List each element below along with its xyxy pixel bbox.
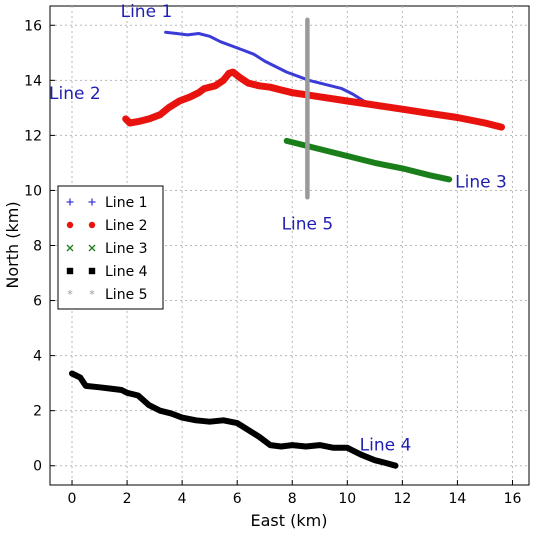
line-annotations: Line 1 Line 2 Line 3 Line 4 Line 5: [49, 2, 507, 456]
legend-label-line-5: Line 5: [105, 287, 148, 303]
y-tick-label: 0: [33, 459, 42, 475]
x-tick-label: 4: [178, 491, 187, 507]
x-tick-label: 14: [449, 491, 467, 507]
annotation-line-1: Line 1: [121, 2, 173, 22]
x-tick-label: 10: [338, 491, 356, 507]
legend-box: [57, 185, 164, 310]
y-tick-label: 12: [24, 128, 42, 144]
annotation-line-4: Line 4: [360, 436, 412, 456]
annotation-line-2: Line 2: [49, 84, 101, 104]
legend-marker-circle: [88, 221, 96, 229]
series-line-2-line: [122, 68, 505, 131]
x-axis-label: East (km): [251, 511, 328, 530]
series-line-3-line: [283, 137, 453, 183]
legend-marker-x: [88, 244, 96, 252]
x-tick-label: 8: [288, 491, 297, 507]
legend-label-line-1: Line 1: [105, 195, 148, 211]
y-tick-label: 10: [24, 183, 42, 199]
y-tick-label: 6: [33, 294, 42, 310]
x-tick-label: 2: [123, 491, 132, 507]
legend-marker-square: [66, 267, 74, 275]
y-tick-label: 16: [24, 18, 42, 34]
series-line-1-line: [164, 30, 377, 108]
legend: Line 1 Line 2 Line 3 Line 4 * * Line 5: [57, 185, 164, 310]
legend-label-line-2: Line 2: [105, 218, 148, 234]
x-tick-label: 0: [68, 491, 77, 507]
legend-marker-star: *: [89, 288, 95, 301]
legend-marker-star: *: [67, 288, 73, 301]
legend-label-line-3: Line 3: [105, 241, 148, 257]
x-tick-label: 16: [504, 491, 522, 507]
y-tick-label: 4: [33, 349, 42, 365]
y-tick-label: 8: [33, 239, 42, 255]
annotation-line-3: Line 3: [455, 172, 507, 192]
series-line-4-line: [69, 370, 399, 469]
legend-marker-square: [88, 267, 96, 275]
y-tick-label: 14: [24, 73, 42, 89]
x-axis-ticks: 0 2 4 6 8 10 12 14 16: [68, 480, 522, 507]
series-layer: [69, 17, 505, 469]
y-axis-ticks: 0 2 4 6 8 10 12 14 16: [24, 18, 55, 475]
x-tick-label: 12: [393, 491, 411, 507]
annotation-line-5: Line 5: [282, 214, 334, 234]
legend-marker-circle: [66, 221, 74, 229]
x-tick-label: 6: [233, 491, 242, 507]
legend-marker-plus: [88, 198, 96, 206]
legend-marker-x: [66, 244, 74, 252]
legend-label-line-4: Line 4: [105, 264, 148, 280]
y-tick-label: 2: [33, 404, 42, 420]
legend-marker-plus: [66, 198, 74, 206]
y-axis-label: North (km): [3, 201, 22, 288]
